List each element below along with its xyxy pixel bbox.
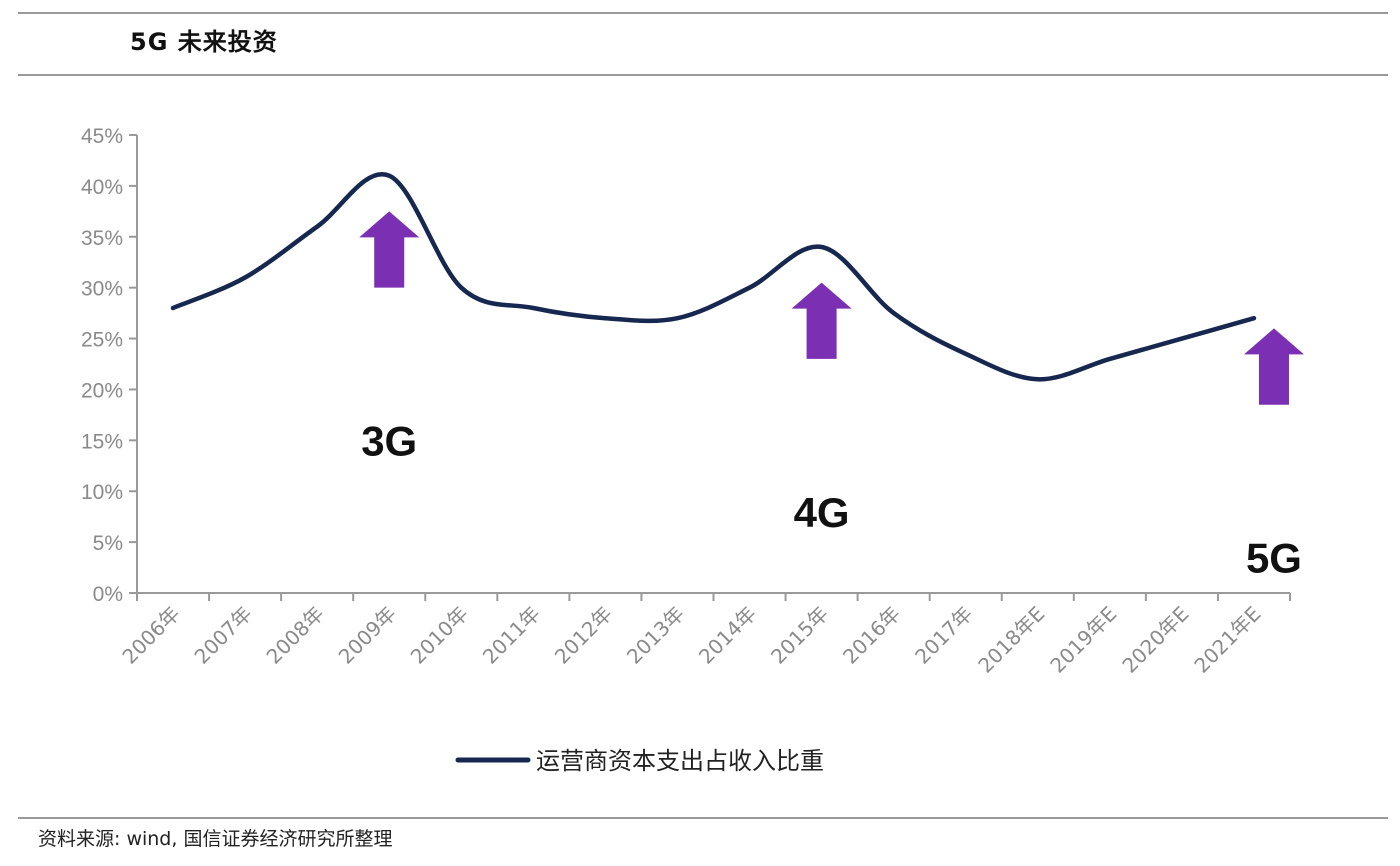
source-note: 资料来源: wind, 国信证券经济研究所整理	[38, 828, 393, 850]
data-point	[387, 173, 392, 178]
data-point	[531, 306, 536, 311]
data-point	[315, 224, 320, 229]
generation-label: 5G	[1246, 535, 1302, 582]
y-tick-label: 0%	[93, 583, 123, 606]
x-tick-label: 2013年	[622, 602, 689, 669]
x-tick-label: 2018年E	[973, 602, 1049, 678]
data-point	[747, 285, 752, 290]
x-tick-label: 2019年E	[1045, 602, 1121, 678]
y-tick-label: 30%	[81, 278, 123, 301]
y-tick-label: 5%	[93, 532, 123, 555]
footer-rule	[18, 817, 1388, 819]
y-tick-label: 25%	[81, 329, 123, 352]
y-tick-label: 15%	[81, 430, 123, 453]
x-tick-label: 2012年	[550, 602, 617, 669]
top-rule	[18, 12, 1388, 14]
page-title: 5G 未来投资	[130, 28, 278, 56]
data-point	[891, 311, 896, 316]
x-tick-label: 2009年	[334, 602, 401, 669]
x-tick-label: 2010年	[406, 602, 473, 669]
data-point	[603, 316, 608, 321]
arrow-up-icon	[791, 282, 852, 359]
x-tick-label: 2020年E	[1117, 602, 1193, 678]
data-point	[675, 316, 680, 321]
y-tick-label: 40%	[81, 176, 123, 199]
x-tick-label: 2011年	[478, 602, 545, 669]
x-tick-label: 2021年E	[1189, 602, 1265, 678]
data-point	[1251, 316, 1256, 321]
title-rule	[18, 74, 1388, 76]
x-tick-label: 2017年	[910, 602, 977, 669]
chart-axes	[129, 134, 1291, 601]
legend: 运营商资本支出占收入比重	[455, 747, 824, 775]
y-tick-label: 35%	[81, 227, 123, 250]
generation-label: 3G	[361, 418, 417, 465]
legend-label: 运营商资本支出占收入比重	[536, 747, 824, 775]
x-tick-label: 2006年	[117, 602, 184, 669]
y-axis-labels: 0% 5% 10% 15% 20% 25% 30% 35% 40% 45%	[81, 125, 123, 606]
data-point	[1107, 356, 1112, 361]
data-point	[1179, 336, 1184, 341]
generation-label: 4G	[794, 489, 850, 536]
x-tick-label: 2007年	[190, 602, 257, 669]
x-tick-label: 2014年	[694, 602, 761, 669]
data-point	[459, 285, 464, 290]
data-point	[963, 351, 968, 356]
x-tick-label: 2008年	[262, 602, 329, 669]
arrow-up-icon	[1243, 328, 1304, 405]
x-tick-label: 2016年	[838, 602, 905, 669]
arrow-up-icon	[359, 211, 420, 288]
data-point	[171, 306, 176, 311]
series-layer	[170, 171, 1257, 382]
series-line	[170, 171, 1257, 382]
x-tick-label: 2015年	[766, 602, 833, 669]
annotation-layer: 3G 4G 5G	[359, 211, 1304, 582]
x-axis-labels: 2006年 2007年 2008年 2009年 2010年 2011年 2012年 2013年…	[117, 602, 1265, 678]
data-point	[243, 275, 248, 280]
data-point	[1035, 377, 1040, 382]
y-tick-label: 45%	[81, 125, 123, 148]
y-tick-label: 10%	[81, 481, 123, 504]
y-tick-label: 20%	[81, 379, 123, 402]
data-point	[819, 244, 824, 249]
